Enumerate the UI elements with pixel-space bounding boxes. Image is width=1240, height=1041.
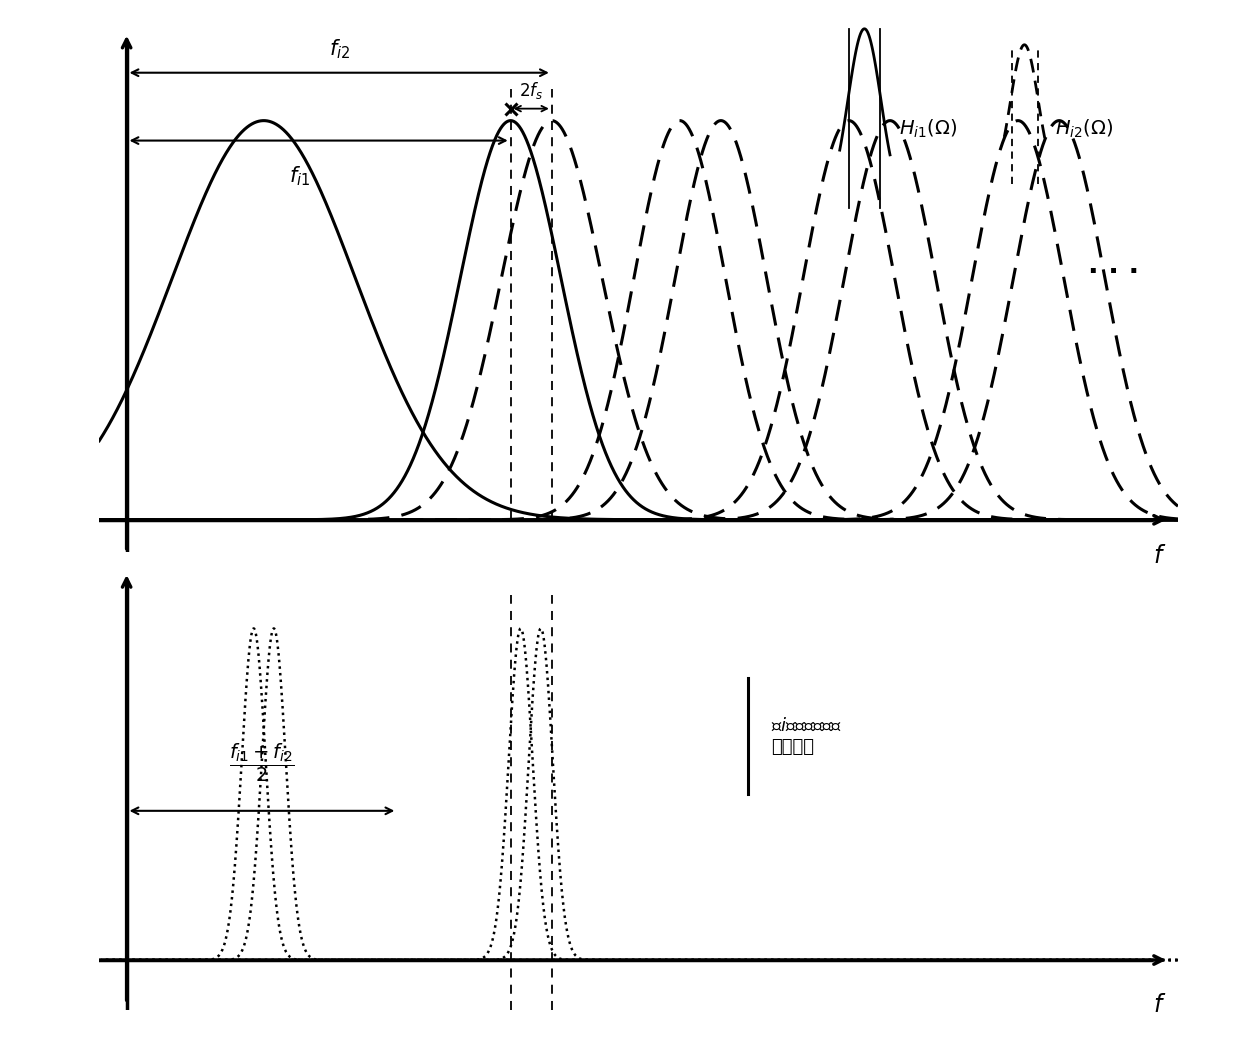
Text: $f_{i1}$: $f_{i1}$ bbox=[289, 164, 310, 188]
Text: $f_{i2}$: $f_{i2}$ bbox=[329, 37, 350, 60]
Text: · · ·: · · · bbox=[1089, 258, 1140, 286]
Text: $H_{i2}(\Omega)$: $H_{i2}(\Omega)$ bbox=[1054, 118, 1112, 139]
Text: $H_{i1}(\Omega)$: $H_{i1}(\Omega)$ bbox=[899, 118, 957, 139]
Text: $\dfrac{f_{i1}+f_{i2}}{2}$: $\dfrac{f_{i1}+f_{i2}}{2}$ bbox=[229, 742, 295, 784]
Text: 第$i$个信道通带的
中心频率: 第$i$个信道通带的 中心频率 bbox=[771, 717, 842, 756]
Text: $2f_s$: $2f_s$ bbox=[520, 80, 543, 101]
Text: $f$: $f$ bbox=[1153, 993, 1167, 1017]
Text: $f$: $f$ bbox=[1153, 543, 1167, 567]
